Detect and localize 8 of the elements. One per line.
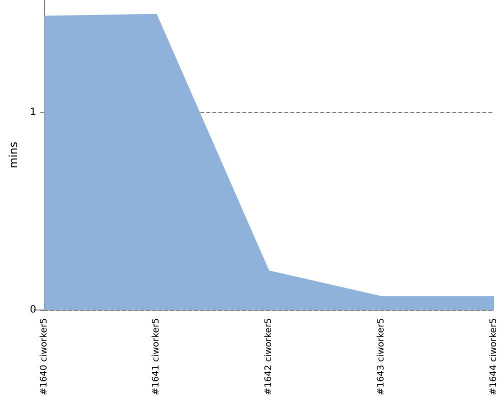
y-tick-label: 1 (30, 107, 36, 118)
x-tick-label: #1641 ciworker5 (152, 318, 162, 396)
y-axis-title: mins (7, 142, 20, 168)
x-tick-label: #1644 ciworker5 (489, 318, 499, 396)
x-tick-label: #1642 ciworker5 (264, 318, 274, 396)
x-tick-label: #1640 ciworker5 (39, 318, 50, 396)
y-tick-label: 0 (30, 304, 36, 316)
x-tick-label: #1643 ciworker5 (376, 318, 387, 396)
